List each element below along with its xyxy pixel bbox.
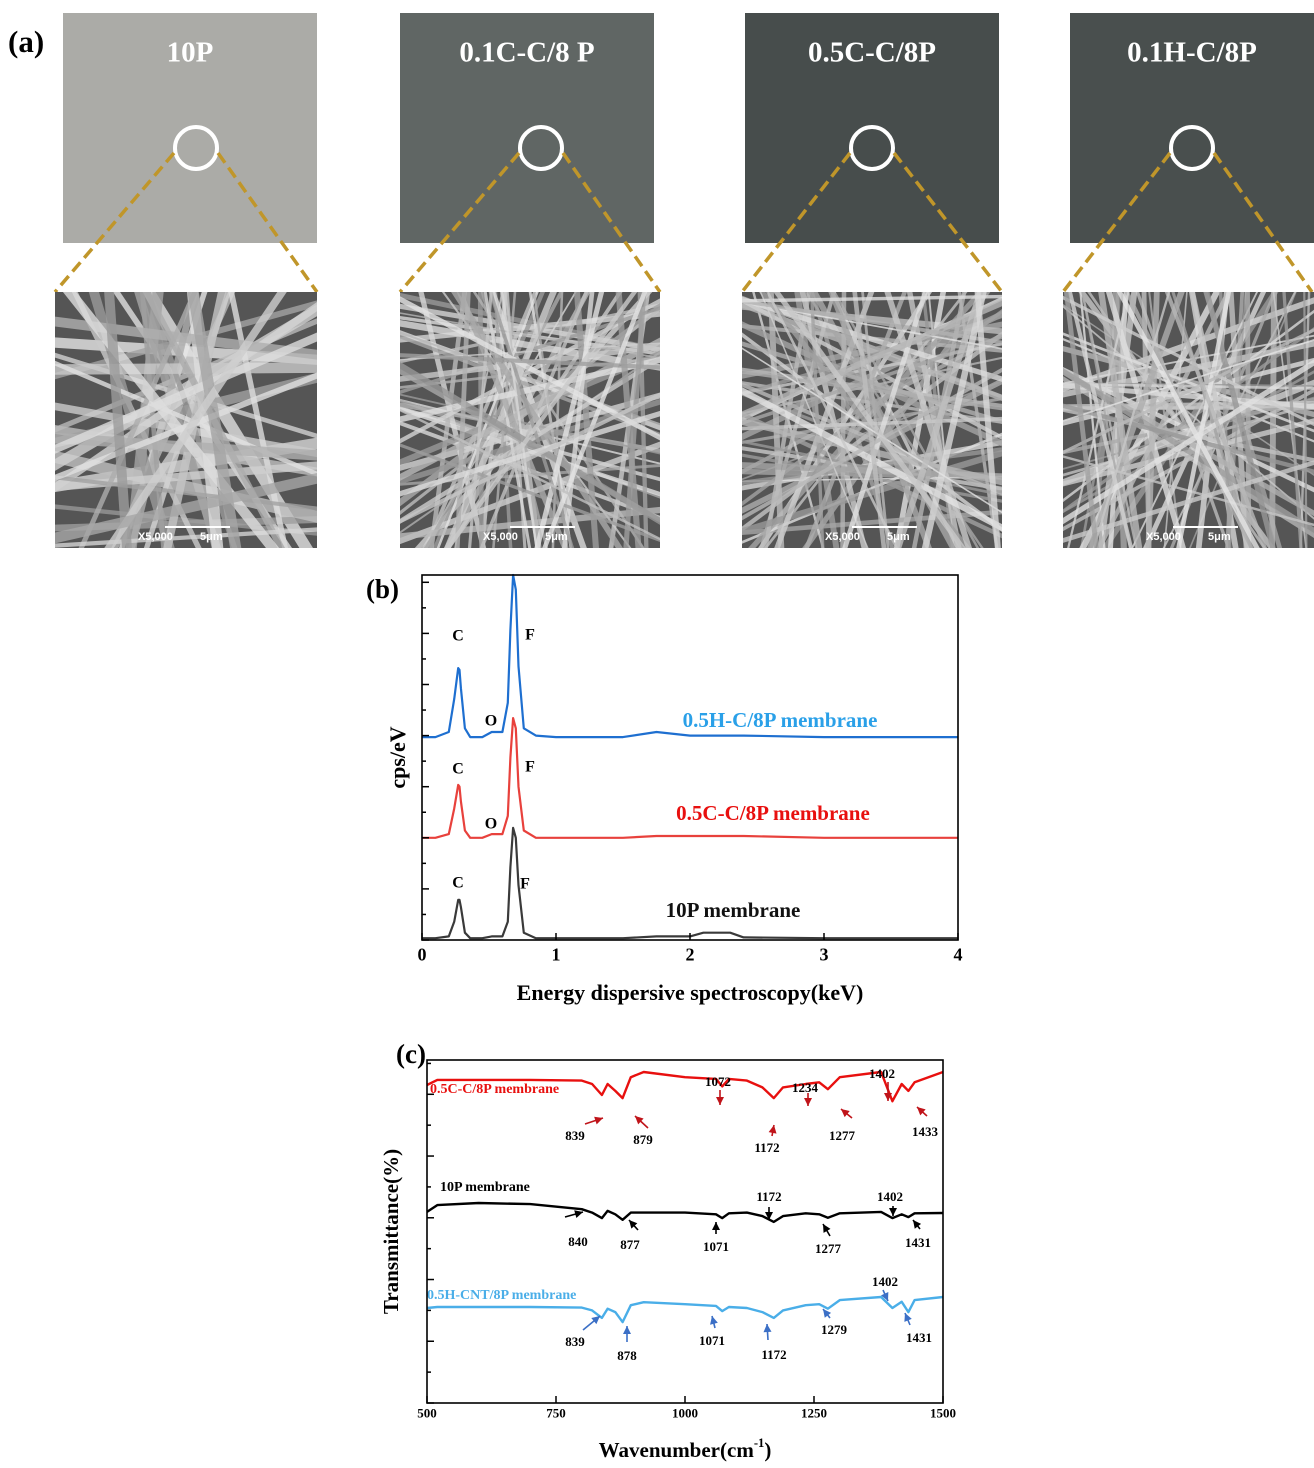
sample-label: 10P [167, 37, 214, 69]
arrow-head [574, 1210, 583, 1218]
peak-label: 839 [565, 1334, 585, 1349]
y-axis-label: Transmittance(%) [379, 1149, 403, 1314]
peak-label: 1071 [703, 1239, 729, 1254]
arrow-head [712, 1222, 720, 1230]
series-label: 0.5H-C/8P membrane [683, 708, 878, 732]
sem-image: X5,000 5μm [45, 282, 327, 558]
peak-label: 1431 [905, 1235, 931, 1250]
spectrum-line [427, 1203, 943, 1222]
sem-fiber [1272, 282, 1274, 558]
plot-frame [422, 575, 958, 940]
arrow-head [764, 1324, 772, 1332]
x-tick-label: 1250 [801, 1406, 827, 1421]
x-tick-label: 4 [954, 944, 963, 964]
x-tick-label: 3 [820, 944, 829, 964]
figure: (a) (b) (c) 10P X5,000 5μm 0.1C-C/8 P X5,000… [0, 0, 1314, 1468]
peak-label: 1402 [869, 1066, 895, 1081]
panel-label: (b) [366, 574, 399, 604]
x-axis-label-part: -1 [754, 1436, 765, 1450]
sem-scale-label: 5μm [200, 531, 223, 543]
peak-label: 1277 [829, 1128, 856, 1143]
peak-label: 1172 [756, 1189, 781, 1204]
y-axis-label: cps/eV [385, 726, 410, 788]
peak-label: 1402 [872, 1274, 898, 1289]
series-label: 10P membrane [440, 1180, 530, 1195]
peak-label: C [452, 761, 464, 778]
peak-label: C [452, 628, 464, 645]
peak-label: 1071 [699, 1333, 725, 1348]
arrow-head [769, 1125, 777, 1134]
peak-label: 1172 [761, 1347, 786, 1362]
arrow-head [823, 1309, 831, 1318]
sem-scale-label: 5μm [1208, 531, 1231, 543]
peak-label: F [525, 759, 535, 776]
sample-label: 0.5C-C/8P [808, 37, 936, 69]
sem-magnification: X5,000 [483, 531, 518, 543]
peak-label: 878 [617, 1348, 637, 1363]
peak-label: 877 [620, 1237, 640, 1252]
series-label: 10P membrane [666, 898, 801, 922]
peak-label: O [485, 713, 497, 730]
sem-magnification: X5,000 [825, 531, 860, 543]
x-tick-label: 1000 [672, 1406, 698, 1421]
x-tick-label: 1500 [930, 1406, 956, 1421]
sample-label: 0.1H-C/8P [1127, 37, 1257, 69]
panel-label: (a) [8, 24, 44, 59]
x-axis-label-part: ) [764, 1438, 771, 1462]
sem-image: X5,000 5μm [732, 282, 1012, 558]
arrow-head [710, 1316, 718, 1325]
peak-label: 1402 [877, 1189, 903, 1204]
series-label: 0.5H-CNT/8P membrane [427, 1288, 576, 1303]
peak-label: 1279 [821, 1322, 848, 1337]
sem-image: X5,000 5μm [1053, 282, 1314, 558]
peak-label: 839 [565, 1128, 585, 1143]
sem-magnification: X5,000 [138, 531, 173, 543]
peak-label: 1234 [792, 1080, 819, 1095]
peak-label: F [525, 627, 535, 644]
peak-label: 1277 [815, 1241, 842, 1256]
x-tick-label: 750 [546, 1406, 566, 1421]
peak-label: O [485, 816, 497, 833]
x-tick-label: 500 [417, 1406, 437, 1421]
peak-label: 1172 [754, 1140, 779, 1155]
series-label: 0.5C-C/8P membrane [430, 1082, 559, 1097]
sem-scale-label: 5μm [545, 531, 568, 543]
arrow-head [594, 1117, 603, 1125]
arrow-head [623, 1326, 631, 1334]
sem-fiber [1247, 282, 1248, 558]
peak-label: 1072 [705, 1074, 731, 1089]
plot-frame [427, 1060, 943, 1403]
arrow-head [889, 1208, 897, 1216]
arrow-head [804, 1098, 812, 1106]
x-tick-label: 1 [552, 944, 561, 964]
peak-label: 1431 [906, 1330, 932, 1345]
x-axis-label-part: Wavenumber(cm [599, 1438, 755, 1462]
arrow-head [913, 1220, 921, 1229]
series-label: 0.5C-C/8P membrane [676, 801, 870, 825]
x-axis-label: Wavenumber(cm-1) [599, 1436, 772, 1462]
peak-label: F [520, 876, 530, 893]
peak-label: 840 [568, 1234, 588, 1249]
x-tick-label: 2 [686, 944, 695, 964]
peak-label: 1433 [912, 1124, 939, 1139]
x-tick-label: 0 [418, 944, 427, 964]
sem-magnification: X5,000 [1146, 531, 1181, 543]
x-axis-label: Energy dispersive spectroscopy(keV) [517, 980, 864, 1005]
page: (a) (b) (c) 10P X5,000 5μm 0.1C-C/8 P X5,000… [0, 0, 1314, 1468]
panel-label: (c) [396, 1039, 426, 1069]
arrow-head [716, 1097, 724, 1105]
peak-label: 879 [633, 1132, 653, 1147]
peak-label: C [452, 875, 464, 892]
sem-scale-label: 5μm [887, 531, 910, 543]
sample-label: 0.1C-C/8 P [459, 37, 594, 69]
sem-image: X5,000 5μm [390, 282, 670, 558]
